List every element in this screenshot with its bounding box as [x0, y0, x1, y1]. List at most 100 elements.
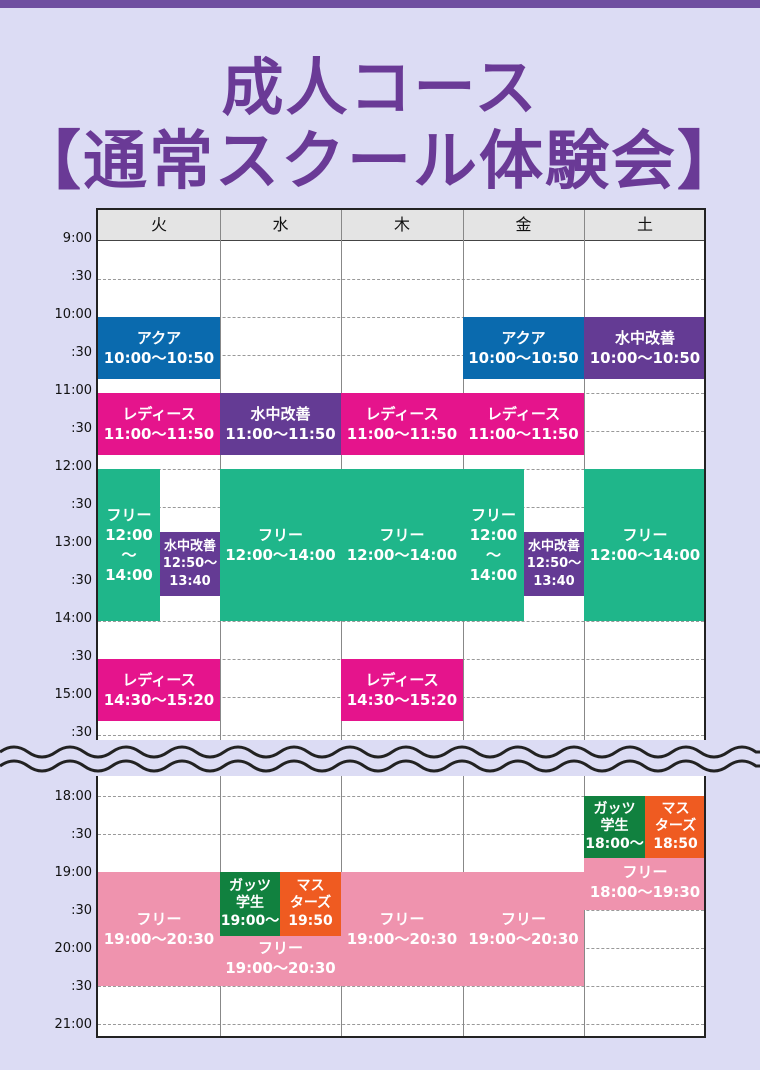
time-label: :30: [71, 725, 92, 740]
grid-line: [98, 621, 704, 622]
lesson-label: 水中改善: [527, 538, 580, 554]
day-header-fri: 金: [463, 210, 584, 241]
day-header-wed: 水: [220, 210, 341, 241]
lesson-label: フリー: [257, 938, 303, 957]
lesson-free-thu[interactable]: フリー 12:00〜14:00: [341, 469, 463, 621]
lesson-time: 14:30〜15:20: [346, 691, 458, 709]
top-accent-bar: [0, 0, 760, 8]
time-label: 12:00: [54, 459, 92, 474]
lesson-time: 18:00〜19:30: [589, 882, 701, 901]
lesson-guts-sat[interactable]: ガッツ 学生 18:00〜: [584, 796, 645, 858]
lesson-time: 13:40: [169, 573, 211, 589]
lesson-label: マス: [661, 800, 690, 817]
lesson-time: 19:00〜20:30: [225, 958, 336, 977]
time-label: 20:00: [54, 941, 92, 956]
time-label: 15:00: [54, 687, 92, 702]
lesson-time: 12:00〜14:00: [225, 546, 336, 564]
lesson-free-evening-tue[interactable]: フリー 19:00〜20:30: [98, 872, 220, 986]
time-label: :30: [71, 827, 92, 842]
time-label: :30: [71, 497, 92, 512]
lesson-time: 19:00〜: [220, 912, 280, 929]
day-header-tue: 火: [98, 210, 220, 241]
schedule-grid-evening: フリー 19:00〜20:30 フリー 19:00〜20:30 ガッツ 学生 1…: [96, 760, 706, 1038]
grid-line: [98, 986, 704, 987]
lesson-time: 12:00: [469, 525, 518, 544]
lesson-time: 12:50〜: [526, 556, 582, 572]
grid-line: [98, 279, 704, 280]
lesson-masters-wed[interactable]: マス ターズ 19:50: [280, 872, 341, 936]
lesson-label: ガッツ: [593, 800, 636, 817]
lesson-label: マス: [296, 877, 325, 894]
page-title: 成人コース: [221, 51, 539, 124]
lesson-time: 19:00〜20:30: [103, 930, 215, 948]
time-label: :30: [71, 903, 92, 918]
lesson-label: アクア: [501, 328, 546, 347]
time-label: 13:00: [54, 535, 92, 550]
lesson-time: 〜: [121, 546, 137, 564]
lesson-label: フリー: [500, 909, 546, 928]
lesson-label: フリー: [622, 525, 668, 544]
time-label: :30: [71, 269, 92, 284]
lesson-label: レディース: [365, 670, 439, 689]
lesson-free-evening-thu[interactable]: フリー 19:00〜20:30: [341, 872, 463, 986]
grid-line: [98, 1024, 704, 1025]
lesson-label: レディース: [365, 404, 439, 423]
lesson-time: 11:00〜11:50: [346, 425, 458, 443]
lesson-free-evening-fri[interactable]: フリー 19:00〜20:30: [463, 872, 584, 986]
lesson-label: 学生: [236, 895, 264, 912]
time-label: 19:00: [54, 865, 92, 880]
lesson-free-tue[interactable]: フリー 12:00 〜 14:00: [98, 469, 160, 621]
time-break-wave: [0, 740, 760, 776]
time-label: 18:00: [54, 789, 92, 804]
time-label: 10:00: [54, 307, 92, 322]
time-label: 14:00: [54, 611, 92, 626]
lesson-ladies-fri[interactable]: レディース 11:00〜11:50: [463, 393, 584, 455]
lesson-time: 19:00〜20:30: [468, 930, 579, 948]
lesson-aqua-fri[interactable]: アクア 10:00〜10:50: [463, 317, 584, 379]
lesson-label: レディース: [486, 404, 561, 423]
lesson-ladies-thu-afternoon[interactable]: レディース 14:30〜15:20: [341, 659, 463, 721]
lesson-free-sat[interactable]: フリー 12:00〜14:00: [584, 469, 704, 621]
lesson-suichu-fri[interactable]: 水中改善 12:50〜 13:40: [524, 532, 584, 596]
lesson-time: 19:50: [288, 912, 333, 929]
lesson-label: 水中改善: [614, 328, 675, 347]
grid-line: [98, 735, 704, 736]
lesson-time: 12:00〜14:00: [346, 546, 458, 564]
lesson-suichu-sat[interactable]: 水中改善 10:00〜10:50: [584, 317, 704, 379]
lesson-suichu-wed[interactable]: 水中改善 11:00〜11:50: [220, 393, 341, 455]
lesson-suichu-tue[interactable]: 水中改善 12:50〜 13:40: [160, 532, 220, 596]
lesson-label: フリー: [379, 909, 425, 928]
lesson-free-wed[interactable]: フリー 12:00〜14:00: [220, 469, 341, 621]
lesson-label: フリー: [257, 525, 303, 544]
lesson-time: 12:00〜14:00: [589, 546, 701, 564]
lesson-time: 12:00: [105, 525, 153, 544]
lesson-masters-sat[interactable]: マス ターズ 18:50: [645, 796, 704, 858]
lesson-label: フリー: [622, 862, 668, 881]
lesson-aqua-tue[interactable]: アクア 10:00〜10:50: [98, 317, 220, 379]
day-header-sat: 土: [584, 210, 704, 241]
time-label: :30: [71, 345, 92, 360]
lesson-label: 水中改善: [163, 538, 216, 554]
time-label: 9:00: [62, 231, 92, 246]
lesson-time: 10:00〜10:50: [589, 349, 701, 367]
time-label: 11:00: [54, 383, 92, 398]
lesson-time: 14:00: [469, 566, 518, 585]
lesson-label: レディース: [122, 404, 196, 423]
lesson-time: 10:00〜10:50: [468, 349, 579, 367]
grid-line: [98, 834, 704, 835]
lesson-ladies-tue-afternoon[interactable]: レディース 14:30〜15:20: [98, 659, 220, 721]
lesson-time: 14:00: [105, 566, 153, 585]
lesson-free-fri[interactable]: フリー 12:00 〜 14:00: [463, 469, 524, 621]
lesson-time: 12:50〜: [162, 556, 218, 572]
lesson-label: フリー: [136, 909, 182, 928]
lesson-time: 18:00〜: [585, 835, 644, 852]
lesson-ladies-thu[interactable]: レディース 11:00〜11:50: [341, 393, 463, 455]
lesson-label: フリー: [470, 505, 516, 524]
grid-line: [98, 317, 704, 318]
lesson-time: 18:50: [653, 835, 698, 852]
lesson-time: 10:00〜10:50: [103, 349, 215, 367]
lesson-guts-wed[interactable]: ガッツ 学生 19:00〜: [220, 872, 280, 936]
lesson-time: 13:40: [533, 573, 575, 589]
lesson-ladies-tue[interactable]: レディース 11:00〜11:50: [98, 393, 220, 455]
lesson-time: 14:30〜15:20: [103, 691, 215, 709]
